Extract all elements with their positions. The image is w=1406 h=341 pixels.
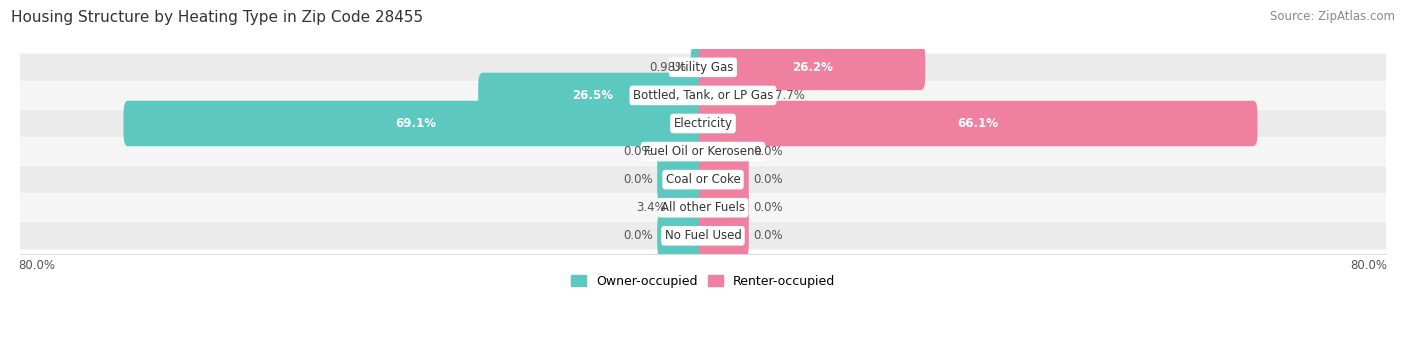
Text: 0.0%: 0.0%: [623, 229, 652, 242]
FancyBboxPatch shape: [20, 222, 1386, 250]
Text: 0.0%: 0.0%: [754, 229, 783, 242]
FancyBboxPatch shape: [478, 73, 707, 118]
Text: 66.1%: 66.1%: [957, 117, 998, 130]
Text: No Fuel Used: No Fuel Used: [665, 229, 741, 242]
FancyBboxPatch shape: [699, 157, 749, 202]
FancyBboxPatch shape: [671, 185, 707, 231]
Text: 0.0%: 0.0%: [623, 145, 652, 158]
Text: Utility Gas: Utility Gas: [672, 61, 734, 74]
FancyBboxPatch shape: [20, 194, 1386, 221]
FancyBboxPatch shape: [657, 213, 707, 258]
Text: 0.0%: 0.0%: [754, 201, 783, 214]
Text: 0.0%: 0.0%: [754, 173, 783, 186]
FancyBboxPatch shape: [699, 129, 749, 174]
FancyBboxPatch shape: [20, 81, 1386, 109]
Text: Coal or Coke: Coal or Coke: [665, 173, 741, 186]
FancyBboxPatch shape: [699, 101, 1257, 146]
Text: 3.4%: 3.4%: [637, 201, 666, 214]
Text: All other Fuels: All other Fuels: [661, 201, 745, 214]
FancyBboxPatch shape: [699, 213, 749, 258]
FancyBboxPatch shape: [699, 185, 749, 231]
FancyBboxPatch shape: [657, 157, 707, 202]
Text: Bottled, Tank, or LP Gas: Bottled, Tank, or LP Gas: [633, 89, 773, 102]
Text: 0.0%: 0.0%: [623, 173, 652, 186]
Text: Electricity: Electricity: [673, 117, 733, 130]
FancyBboxPatch shape: [690, 45, 707, 90]
FancyBboxPatch shape: [657, 129, 707, 174]
FancyBboxPatch shape: [699, 45, 925, 90]
Text: Housing Structure by Heating Type in Zip Code 28455: Housing Structure by Heating Type in Zip…: [11, 10, 423, 25]
Text: 0.0%: 0.0%: [754, 145, 783, 158]
FancyBboxPatch shape: [20, 54, 1386, 81]
Text: Fuel Oil or Kerosene: Fuel Oil or Kerosene: [644, 145, 762, 158]
Legend: Owner-occupied, Renter-occupied: Owner-occupied, Renter-occupied: [567, 270, 839, 293]
FancyBboxPatch shape: [124, 101, 707, 146]
FancyBboxPatch shape: [20, 110, 1386, 137]
Text: 0.98%: 0.98%: [650, 61, 686, 74]
Text: Source: ZipAtlas.com: Source: ZipAtlas.com: [1270, 10, 1395, 23]
Text: 26.5%: 26.5%: [572, 89, 613, 102]
Text: 7.7%: 7.7%: [776, 89, 806, 102]
FancyBboxPatch shape: [20, 138, 1386, 165]
Text: 69.1%: 69.1%: [395, 117, 436, 130]
Text: 26.2%: 26.2%: [792, 61, 832, 74]
FancyBboxPatch shape: [20, 166, 1386, 193]
FancyBboxPatch shape: [699, 73, 772, 118]
